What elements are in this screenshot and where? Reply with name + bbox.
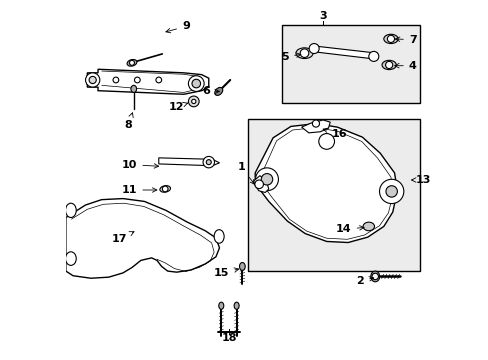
- Text: 1: 1: [237, 162, 254, 184]
- Ellipse shape: [295, 48, 312, 59]
- Polygon shape: [301, 120, 329, 133]
- Circle shape: [134, 77, 140, 83]
- Ellipse shape: [381, 60, 395, 69]
- Circle shape: [188, 96, 199, 107]
- Circle shape: [385, 186, 397, 197]
- Bar: [282, 24, 419, 103]
- Circle shape: [254, 180, 263, 189]
- Text: 4: 4: [394, 61, 416, 71]
- Circle shape: [85, 73, 100, 87]
- Text: 8: 8: [124, 113, 133, 130]
- Circle shape: [261, 174, 272, 185]
- Text: 7: 7: [395, 35, 416, 45]
- Circle shape: [129, 60, 134, 65]
- Text: 18: 18: [221, 333, 237, 343]
- Ellipse shape: [370, 271, 379, 282]
- Circle shape: [300, 49, 308, 58]
- Text: 15: 15: [214, 268, 238, 278]
- Circle shape: [255, 168, 278, 191]
- Circle shape: [379, 179, 403, 203]
- Text: 10: 10: [122, 159, 158, 170]
- Ellipse shape: [131, 85, 136, 93]
- Text: 6: 6: [202, 86, 219, 96]
- Text: 5: 5: [281, 52, 300, 62]
- Ellipse shape: [383, 34, 397, 44]
- Circle shape: [308, 44, 319, 54]
- Text: 14: 14: [335, 224, 363, 234]
- Circle shape: [206, 159, 211, 165]
- Text: 16: 16: [323, 128, 347, 139]
- Text: 9: 9: [165, 21, 189, 33]
- Polygon shape: [255, 123, 397, 243]
- Circle shape: [368, 51, 378, 62]
- Circle shape: [386, 35, 394, 42]
- Circle shape: [188, 76, 203, 91]
- Polygon shape: [310, 46, 377, 59]
- Ellipse shape: [239, 262, 244, 270]
- Circle shape: [385, 62, 392, 68]
- Ellipse shape: [218, 302, 224, 309]
- Bar: [247, 119, 419, 271]
- Circle shape: [113, 77, 119, 83]
- Ellipse shape: [65, 252, 76, 265]
- Polygon shape: [66, 199, 219, 278]
- Text: 3: 3: [319, 12, 326, 21]
- Ellipse shape: [214, 230, 224, 243]
- Ellipse shape: [214, 87, 223, 95]
- Ellipse shape: [65, 203, 76, 217]
- Ellipse shape: [127, 59, 137, 66]
- Text: 13: 13: [411, 175, 430, 185]
- Circle shape: [203, 157, 214, 168]
- Circle shape: [192, 79, 200, 88]
- Text: 12: 12: [168, 102, 187, 112]
- Ellipse shape: [363, 222, 374, 231]
- Circle shape: [371, 273, 378, 280]
- Polygon shape: [159, 158, 219, 166]
- Ellipse shape: [160, 186, 170, 192]
- Polygon shape: [252, 176, 268, 193]
- Circle shape: [162, 186, 168, 192]
- Text: 11: 11: [122, 185, 157, 195]
- Circle shape: [156, 77, 162, 83]
- Circle shape: [318, 134, 334, 149]
- Polygon shape: [87, 69, 208, 94]
- Circle shape: [191, 99, 196, 104]
- Text: 2: 2: [356, 276, 373, 286]
- Ellipse shape: [234, 302, 239, 309]
- Text: 17: 17: [111, 232, 134, 244]
- Circle shape: [89, 76, 96, 84]
- Circle shape: [312, 120, 319, 127]
